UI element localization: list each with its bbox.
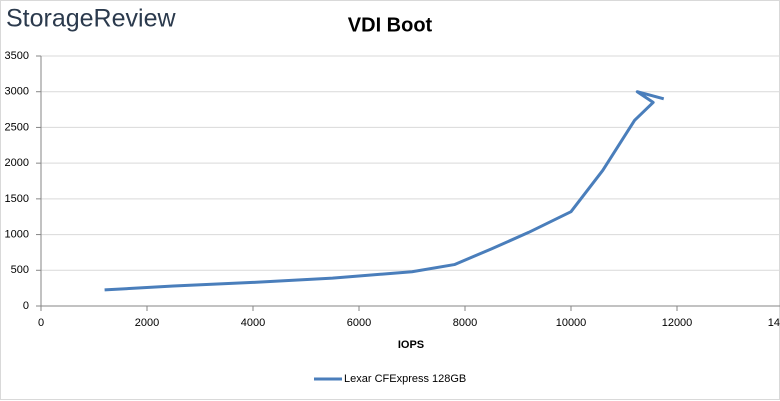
- x-tick-label: 10000: [556, 317, 587, 329]
- y-tick-label: 2500: [5, 121, 29, 133]
- x-tick-label: 12000: [662, 317, 693, 329]
- y-tick-label: 3500: [5, 50, 29, 62]
- x-tick-label: 4000: [241, 317, 265, 329]
- y-tick-label: 1500: [5, 193, 29, 205]
- x-tick-label: 0: [38, 317, 44, 329]
- y-tick-label: 1000: [5, 228, 29, 240]
- x-tick-label: 8000: [453, 317, 477, 329]
- brand-logo: StorageReview: [6, 5, 176, 33]
- chart-title: VDI Boot: [348, 14, 433, 36]
- data-line: [104, 90, 665, 292]
- x-tick-label: 14000: [768, 317, 780, 329]
- x-axis-label: IOPS: [398, 339, 424, 351]
- x-tick-label: 6000: [347, 317, 371, 329]
- y-tick-label: 0: [23, 300, 29, 312]
- x-tick-label: 2000: [135, 317, 159, 329]
- legend-label: Lexar CFExpress 128GB: [344, 373, 466, 385]
- y-tick-label: 3000: [5, 86, 29, 98]
- y-tick-label: 2000: [5, 157, 29, 169]
- y-tick-label: 500: [11, 264, 29, 276]
